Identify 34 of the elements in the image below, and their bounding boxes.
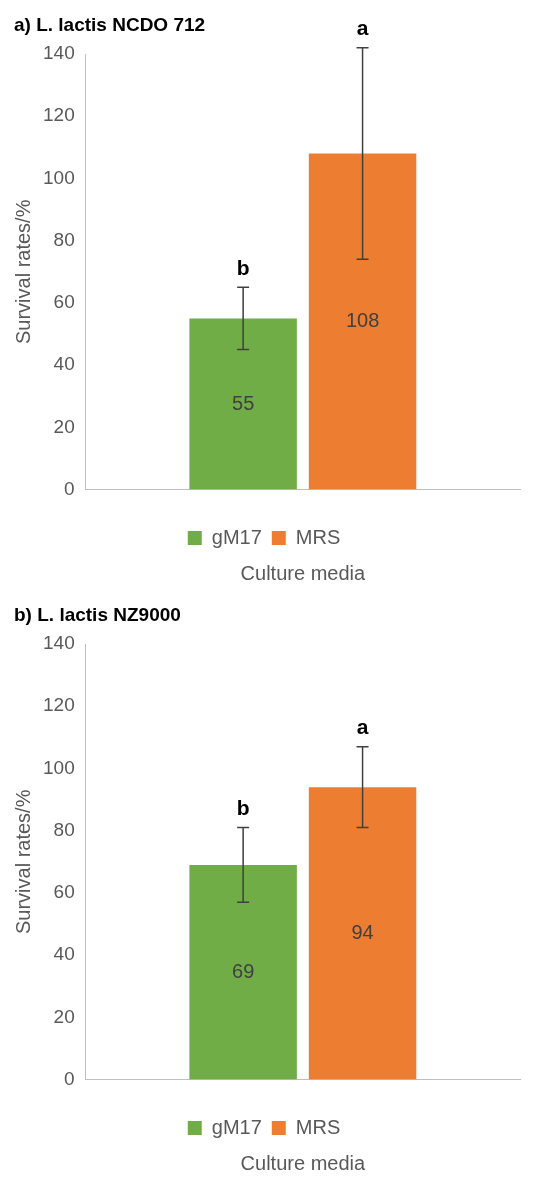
data-label: 108: [345, 309, 380, 332]
data-label: 55: [232, 391, 255, 414]
y-tick-label: 20: [53, 1005, 75, 1027]
data-label: 94: [351, 920, 374, 943]
annotation: b: [236, 795, 250, 819]
y-tick-label: 20: [53, 415, 75, 437]
y-tick-label: 140: [43, 632, 75, 654]
text: a: [356, 16, 369, 40]
y-tick-label: 140: [43, 42, 75, 64]
chart-title: b) L. lactis NZ9000: [14, 604, 181, 626]
y-tick-label: 100: [43, 756, 75, 778]
y-tick-label: 40: [53, 943, 75, 965]
data-label: 69: [232, 959, 255, 982]
y-axis-title: Survival rates/%: [11, 789, 34, 935]
y-tick-label: 120: [43, 104, 75, 126]
y-tick-label: 60: [53, 881, 75, 903]
y-tick-label: 100: [43, 166, 75, 188]
y-tick-label: 0: [64, 1067, 75, 1089]
y-axis-title: Survival rates/%: [11, 199, 34, 345]
chart-title: a) L. lactis NCDO 712: [14, 14, 206, 36]
y-tick-label: 80: [53, 228, 75, 250]
y-tick-label: 0: [64, 477, 75, 499]
legend-label: gM17: [211, 525, 262, 548]
y-tick-label: 60: [53, 291, 75, 313]
legend-label: gM17: [211, 1115, 262, 1138]
legend-label: MRS: [295, 1115, 341, 1138]
x-axis-title: Culture media: [240, 561, 366, 584]
annotation: a: [356, 714, 369, 738]
legend-label: MRS: [295, 525, 341, 548]
annotation: b: [236, 255, 250, 279]
x-axis-title: Culture media: [240, 1151, 366, 1174]
y-tick-label: 40: [53, 353, 75, 375]
y-tick-label: 120: [43, 694, 75, 716]
y-tick-label: 80: [53, 818, 75, 840]
